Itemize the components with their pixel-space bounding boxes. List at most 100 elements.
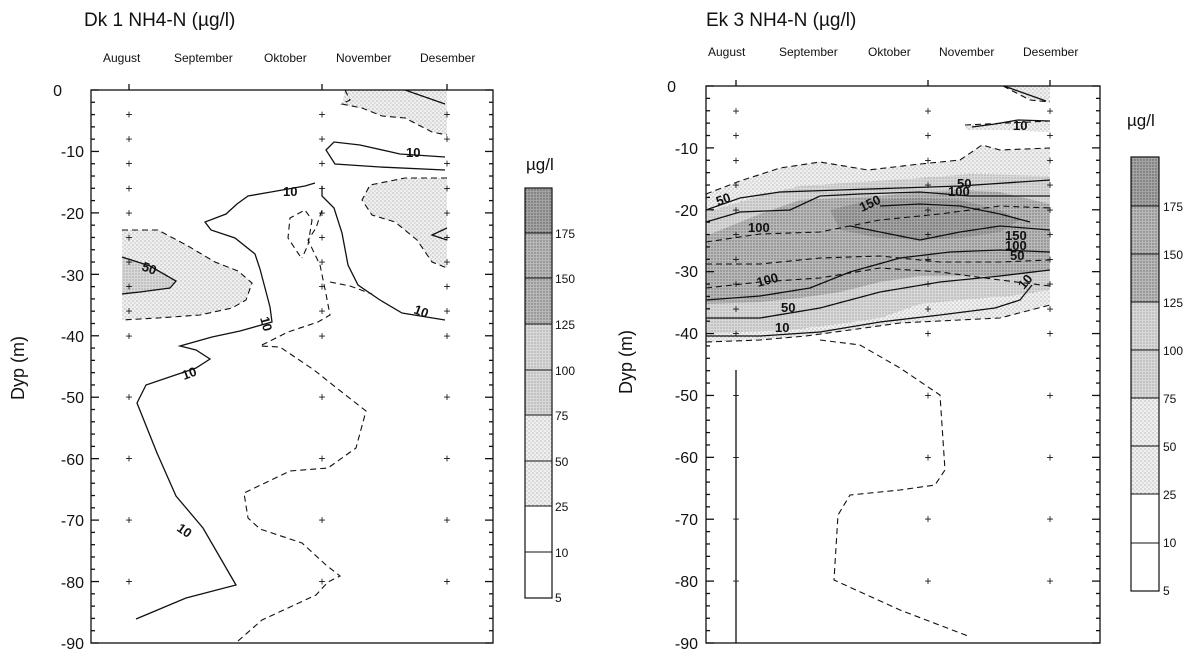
y-tick-label: -30 xyxy=(61,268,84,285)
contour-dashed xyxy=(329,281,373,295)
sample-point: + xyxy=(443,452,450,466)
contours-dashed-right xyxy=(705,85,1051,637)
sample-point: + xyxy=(924,277,931,291)
contour-dashed xyxy=(1002,85,1051,103)
sample-point: + xyxy=(732,574,739,588)
colorbar-tick: 150 xyxy=(555,272,575,286)
y-tick-label: -40 xyxy=(61,329,84,346)
sample-point: + xyxy=(125,230,132,244)
plot-frame xyxy=(90,89,494,644)
contour-line-10 xyxy=(321,186,446,321)
sample-point: + xyxy=(732,450,739,464)
contour-label: 100 xyxy=(748,220,770,235)
sample-point: + xyxy=(1046,153,1053,167)
month-label: Oktober xyxy=(868,45,911,59)
sample-point: + xyxy=(443,230,450,244)
contour-label: 50 xyxy=(140,259,159,278)
sample-point: + xyxy=(1046,228,1053,242)
contour-line-100 xyxy=(705,249,1051,301)
axis-ticks xyxy=(706,80,1100,644)
colorbar-swatch xyxy=(1131,350,1159,398)
colorbar-unit: µg/l xyxy=(1127,111,1155,130)
sample-point: + xyxy=(125,390,132,404)
y-tick-label: -20 xyxy=(61,206,84,223)
sample-point: + xyxy=(1046,178,1053,192)
colorbar-swatch xyxy=(1131,254,1159,302)
month-label: September xyxy=(174,51,233,65)
sample-points-right: + + + + + + + + + + + + + + + + + + + + + + + + + + + + + + + + + + + + + + + +… xyxy=(732,104,1053,588)
contour-dashed xyxy=(287,209,313,259)
sample-point: + xyxy=(732,203,739,217)
colorbar-tick: 100 xyxy=(555,364,575,378)
sample-point: + xyxy=(924,327,931,341)
shade-region xyxy=(122,257,176,294)
contour-line-50 xyxy=(705,179,1051,211)
sample-point: + xyxy=(318,230,325,244)
y-tick-label: -80 xyxy=(61,575,84,592)
sample-point: + xyxy=(924,153,931,167)
sample-point: + xyxy=(443,255,450,269)
sample-point: + xyxy=(924,203,931,217)
contour-dashed xyxy=(705,267,1051,289)
sample-point: + xyxy=(732,388,739,402)
colorbar-tick: 75 xyxy=(1163,392,1177,406)
y-tick-label: -40 xyxy=(675,326,698,343)
y-tick-label: -30 xyxy=(675,264,698,281)
colorbar-tick: 125 xyxy=(555,318,575,332)
sample-point: + xyxy=(125,575,132,589)
shaded-regions-left xyxy=(122,90,447,320)
sample-point: + xyxy=(732,277,739,291)
contour-line-150 xyxy=(879,203,1031,223)
colorbar-tick: 25 xyxy=(555,500,569,514)
colorbar-swatch xyxy=(1131,206,1159,254)
sample-point: + xyxy=(924,129,931,143)
panel-right: Ek 3 NH4-N (µg/l) August September Oktob… xyxy=(616,10,1183,653)
sample-point: + xyxy=(1046,104,1053,118)
y-tick-label: -70 xyxy=(675,512,698,529)
month-labels-right: August September Oktober November Desemb… xyxy=(708,45,1078,59)
contour-line-150 xyxy=(849,225,1051,241)
month-label: November xyxy=(939,45,994,59)
sample-point: + xyxy=(732,104,739,118)
sample-point: + xyxy=(318,206,325,220)
axis-ticks xyxy=(91,84,493,644)
sample-point: + xyxy=(924,574,931,588)
colorbar-swatch xyxy=(525,233,552,278)
month-label: November xyxy=(336,51,391,65)
sample-point: + xyxy=(924,450,931,464)
y-tick-label: -50 xyxy=(61,390,84,407)
sample-point: + xyxy=(443,329,450,343)
sample-point: + xyxy=(125,132,132,146)
sample-point: + xyxy=(732,228,739,242)
y-tick-label: -80 xyxy=(675,574,698,591)
colorbar-tick: 125 xyxy=(1163,296,1183,310)
contour-dashed xyxy=(121,229,253,321)
contour-label: 10 xyxy=(775,320,789,335)
shaded-regions-right xyxy=(706,86,1050,643)
colorbar-tick: 5 xyxy=(1163,584,1170,598)
sample-point: + xyxy=(924,388,931,402)
sample-point: + xyxy=(924,512,931,526)
colorbar-swatch xyxy=(1131,302,1159,350)
colorbar-swatch xyxy=(525,188,552,233)
sample-point: + xyxy=(318,452,325,466)
colorbar-swatch xyxy=(1131,398,1159,446)
contour-labels-left: 10 10 10 10 10 50 10 xyxy=(140,145,431,541)
shade-region xyxy=(342,90,447,135)
contour-line-upper xyxy=(404,89,446,105)
colorbar-tick: 5 xyxy=(555,591,562,605)
sample-point: + xyxy=(1046,252,1053,266)
sample-point: + xyxy=(443,108,450,122)
contour-dashed xyxy=(819,339,969,637)
contour-label: 50 xyxy=(957,176,971,191)
contours-left xyxy=(121,89,448,620)
chart-title-left: Dk 1 NH4-N (µg/l) xyxy=(84,10,235,31)
sample-point: + xyxy=(125,181,132,195)
contour-label: 150 xyxy=(1005,228,1027,243)
y-tick-label: -50 xyxy=(675,388,698,405)
sample-point: + xyxy=(318,132,325,146)
sample-point: + xyxy=(732,252,739,266)
month-label: August xyxy=(103,51,141,65)
sample-point: + xyxy=(318,181,325,195)
y-tick-label: -60 xyxy=(61,452,84,469)
